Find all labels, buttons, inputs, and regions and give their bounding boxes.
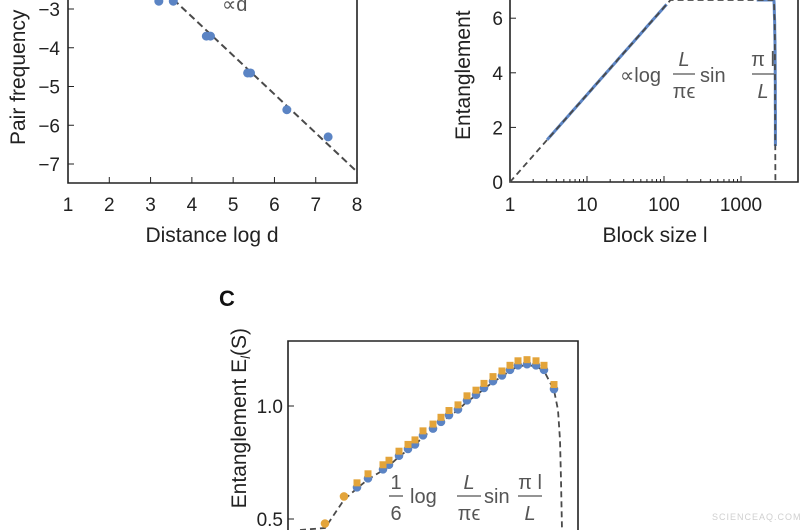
formula-num: L [463,472,474,494]
data-point [282,105,292,115]
y-tick-label: −4 [38,39,60,60]
data-point [205,31,215,41]
data-point-orange [339,492,349,501]
y-tick-label: −6 [38,116,60,137]
data-point-orange [379,461,387,469]
data-point-orange [364,470,372,478]
formula-num: π l [751,49,775,71]
data-point-orange [429,420,437,428]
y-tick-label: 2 [492,118,503,139]
plot-frame [67,0,358,184]
plot-frame [509,0,799,183]
theory-curve [509,0,777,183]
data-point-orange [385,456,393,464]
data-point-orange [463,392,471,400]
data-point-orange [353,479,361,487]
x-tick-label: 4 [187,195,198,216]
x-tick-label: 1000 [720,195,762,216]
data-point-orange [480,379,488,387]
y-tick-label: −3 [38,0,60,21]
x-axis-label: Distance log d [145,224,278,247]
data-point-orange [437,413,445,421]
data-point-orange [411,436,419,444]
x-tick-label: 100 [648,195,680,216]
data-point [246,68,256,78]
data-point-orange [514,357,522,365]
data-point-orange [506,361,514,369]
data-point-orange [445,407,453,415]
formula-sin: sin [700,65,726,87]
formula-den: πϵ [673,81,696,103]
formula-den: πϵ [458,503,481,525]
plot-frame [287,340,579,530]
y-axis-label-sub: l [238,355,253,359]
data-point-orange [395,447,403,455]
formula-prefix: ∝log [620,65,661,87]
formula-num: π l [518,472,542,494]
data-point-orange [472,386,480,394]
data-point-orange [540,361,548,369]
fit-line [172,0,358,173]
x-tick-label: 3 [145,195,156,216]
y-tick-label: 4 [492,64,503,85]
formula-den: L [757,81,768,103]
y-axis-label: Entanglement El(S) [228,328,253,508]
x-tick-label: 7 [310,195,321,216]
formula-num: L [678,49,689,71]
data-point-orange [320,519,330,528]
data-point-orange [523,356,531,364]
formula-sin: sin [484,486,510,508]
x-tick-label: 6 [269,195,280,216]
y-axis-label-main: Entanglement E [228,359,251,508]
watermark: SCIENCEAQ.COM [712,512,800,522]
formula-num: 1 [390,472,401,494]
data-point [168,0,178,6]
y-axis-label-tail: (S) [228,328,251,356]
y-tick-label: 1.0 [257,397,283,418]
y-tick-label: 0 [492,173,503,194]
formula-den: L [524,503,535,525]
data-point-orange [498,367,506,375]
y-axis-label: Pair frequency [7,9,30,145]
data-point [323,132,333,142]
data-point [154,0,164,6]
x-tick-label: 5 [228,195,239,216]
data-point-orange [489,373,497,381]
x-axis-label: Block size l [602,224,707,247]
data-point-orange [550,381,558,389]
y-tick-label: 6 [492,9,503,30]
panel-a: 1 2 3 4 5 6 7 8 −3 −4 −5 −6 −7 Distance log d Pair fre… [7,0,362,247]
y-tick-label: −7 [38,155,60,176]
formula-log: log [410,486,437,508]
data-point-orange [532,357,540,365]
x-tick-label: 8 [352,195,363,216]
x-tick-label: 1 [63,195,74,216]
data-curve [546,3,668,141]
y-tick-label: −5 [38,78,60,99]
data-curve-tail [756,0,777,146]
x-tick-label: 10 [576,195,597,216]
data-point-orange [404,440,412,448]
x-tick-label: 2 [104,195,115,216]
annotation: ∝d [222,0,247,16]
y-tick-label: 0.5 [257,510,283,530]
y-axis-label: Entanglement [452,10,475,140]
data-point-orange [454,401,462,409]
panel-label: C [219,286,235,311]
data-point-orange [419,427,427,435]
x-tick-label: 1 [505,195,516,216]
formula-den: 6 [390,503,401,525]
